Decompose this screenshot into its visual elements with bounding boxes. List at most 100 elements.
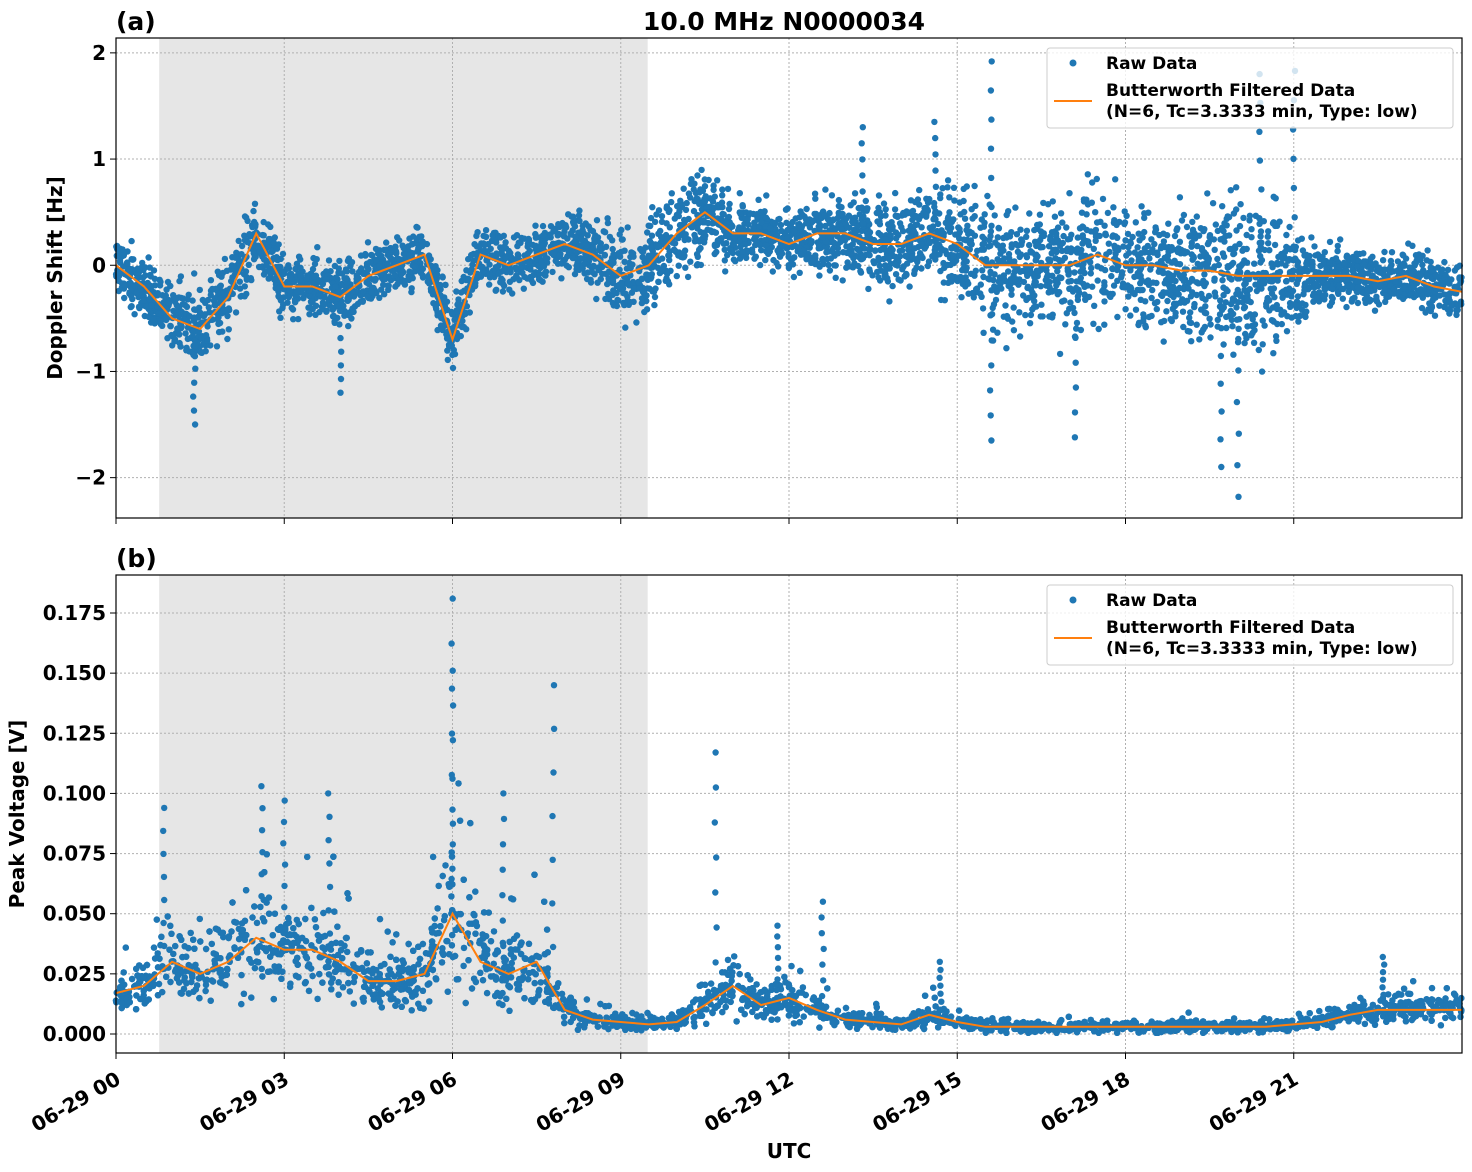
raw-data-point <box>1005 268 1012 275</box>
raw-data-point <box>701 239 708 246</box>
raw-data-point <box>618 236 626 243</box>
raw-data-point <box>1217 302 1225 310</box>
raw-data-point <box>1164 297 1171 305</box>
raw-data-point <box>1073 319 1081 327</box>
raw-data-point <box>1377 281 1385 289</box>
raw-data-point <box>494 251 501 258</box>
raw-data-point <box>468 251 475 259</box>
raw-data-point <box>1205 257 1212 264</box>
raw-data-point <box>940 279 947 286</box>
raw-data-point <box>1205 239 1213 246</box>
raw-data-point <box>1091 302 1098 309</box>
raw-data-point <box>1138 203 1145 210</box>
raw-data-point <box>709 220 716 227</box>
raw-data-point <box>191 337 199 344</box>
raw-data-point <box>1334 242 1342 250</box>
raw-data-point <box>1224 287 1231 295</box>
raw-data-point <box>401 277 409 285</box>
raw-data-point <box>189 297 196 304</box>
raw-data-point <box>512 264 519 271</box>
raw-data-point <box>1074 293 1082 300</box>
y-tick-label: 0.075 <box>43 842 106 866</box>
raw-data-point <box>753 239 760 246</box>
raw-data-point <box>1183 266 1190 273</box>
raw-data-point <box>1241 286 1248 294</box>
raw-data-point <box>383 239 390 246</box>
panel-a: 210−1−2 <box>75 37 1465 524</box>
raw-data-point <box>623 265 631 272</box>
raw-data-point <box>653 242 660 250</box>
raw-data-point <box>510 276 517 283</box>
raw-data-point <box>602 243 610 250</box>
raw-data-point <box>1122 306 1129 313</box>
raw-data-point <box>1248 226 1255 233</box>
raw-data-point <box>965 290 972 297</box>
raw-data-point <box>1251 260 1258 267</box>
raw-data-point <box>336 307 344 314</box>
raw-data-point <box>981 219 988 226</box>
raw-data-point <box>681 252 688 259</box>
raw-data-point <box>1132 219 1140 226</box>
raw-data-point <box>1128 257 1135 264</box>
raw-data-point <box>618 280 625 287</box>
raw-data-point <box>1191 266 1198 273</box>
raw-data-point <box>246 231 253 238</box>
raw-data-point <box>994 329 1001 336</box>
raw-data-point <box>1092 237 1099 244</box>
raw-data-point <box>822 222 829 230</box>
raw-data-point <box>1323 281 1331 288</box>
raw-data-point <box>525 240 533 248</box>
raw-data-point <box>1227 187 1235 194</box>
raw-data-point <box>1256 278 1264 285</box>
raw-data-point <box>594 279 601 286</box>
raw-data-point <box>899 227 907 235</box>
raw-data-point <box>191 379 198 386</box>
raw-data-point <box>1268 317 1276 324</box>
raw-data-point <box>884 278 892 285</box>
raw-data-point <box>1022 311 1029 319</box>
raw-data-point <box>1212 293 1219 300</box>
raw-data-point <box>1390 285 1398 293</box>
raw-data-point <box>721 257 728 264</box>
raw-data-point <box>1056 350 1064 358</box>
raw-data-point <box>1145 249 1153 256</box>
raw-data-point <box>950 259 957 267</box>
raw-data-point <box>1400 284 1407 292</box>
raw-data-point <box>135 269 143 276</box>
raw-data-point <box>1219 203 1226 210</box>
raw-data-point <box>250 207 257 215</box>
raw-data-point <box>988 174 995 182</box>
raw-data-point <box>1158 319 1165 326</box>
raw-data-point <box>493 239 500 246</box>
raw-data-point <box>576 207 583 214</box>
raw-data-point <box>945 213 952 221</box>
raw-data-point <box>1002 278 1009 285</box>
raw-data-point <box>172 295 179 302</box>
raw-data-point <box>694 195 701 203</box>
raw-data-point <box>1332 268 1339 275</box>
raw-data-point <box>335 270 343 277</box>
raw-data-point <box>658 234 665 241</box>
raw-data-point <box>666 252 673 259</box>
raw-data-point <box>979 233 986 240</box>
raw-data-point <box>1154 251 1161 259</box>
raw-data-point <box>1104 209 1112 217</box>
raw-data-point <box>1020 278 1028 286</box>
raw-data-point <box>265 235 273 243</box>
raw-data-point <box>705 176 712 184</box>
raw-data-point <box>391 247 399 255</box>
raw-data-point <box>1444 306 1452 313</box>
raw-data-point <box>1257 252 1264 260</box>
raw-data-point <box>1008 291 1015 298</box>
raw-data-point <box>918 252 925 260</box>
raw-data-point <box>1246 286 1254 293</box>
raw-data-point <box>191 306 198 313</box>
raw-data-point <box>330 312 337 319</box>
raw-data-point <box>1134 244 1141 251</box>
raw-data-point <box>739 203 746 210</box>
raw-data-point <box>549 268 556 276</box>
raw-data-point <box>796 214 803 221</box>
raw-data-point <box>1412 252 1420 259</box>
raw-data-point <box>1354 278 1362 285</box>
raw-data-point <box>1051 287 1059 294</box>
